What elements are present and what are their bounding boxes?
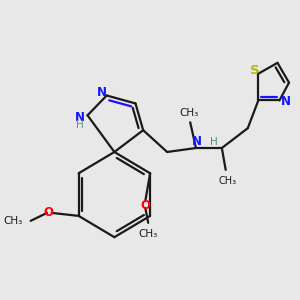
Text: CH₃: CH₃ (218, 176, 237, 186)
Text: N: N (75, 111, 85, 124)
Text: CH₃: CH₃ (139, 229, 158, 239)
Text: N: N (192, 135, 202, 148)
Text: H: H (210, 137, 218, 147)
Text: S: S (250, 64, 259, 77)
Text: H: H (76, 120, 84, 130)
Text: O: O (140, 200, 150, 212)
Text: CH₃: CH₃ (180, 108, 199, 118)
Text: N: N (97, 86, 107, 99)
Text: CH₃: CH₃ (4, 216, 23, 226)
Text: O: O (43, 206, 53, 219)
Text: N: N (281, 95, 291, 108)
